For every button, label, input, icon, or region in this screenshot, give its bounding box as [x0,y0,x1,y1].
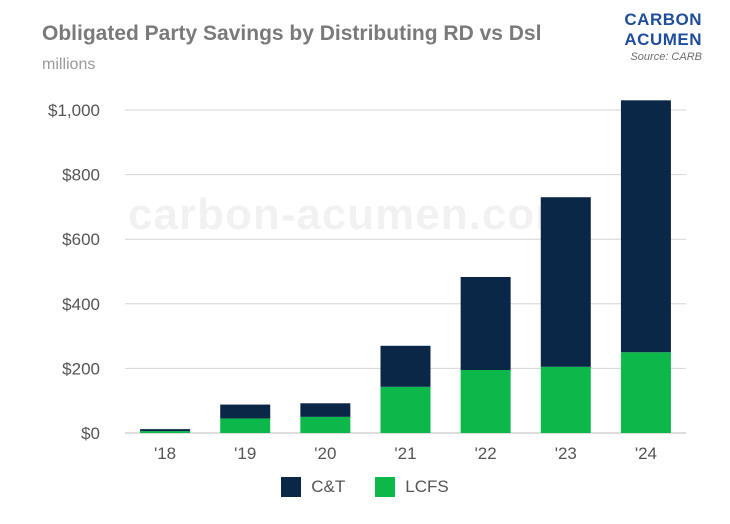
y-tick-label: $200 [62,359,100,378]
x-tick-label: '23 [555,444,577,463]
bar-ct [460,276,511,371]
legend-swatch-lcfs [375,477,396,497]
bar-lcfs [140,431,191,433]
legend: C&T LCFS [0,477,730,497]
brand-line-1: CARBON [624,10,702,29]
bar-ct [540,197,591,367]
x-tick-label: '24 [635,444,657,463]
bar-lcfs [220,418,271,433]
chart-title: Obligated Party Savings by Distributing … [42,22,542,45]
bar-lcfs [460,370,511,433]
x-tick-label: '22 [475,444,497,463]
brand-line-2: ACUMEN [624,30,702,49]
legend-label-ct: C&T [311,477,346,496]
source-note: Source: CARB [630,51,702,63]
bar-lcfs [300,416,351,433]
bar-lcfs [620,352,671,433]
bar-lcfs [540,366,591,433]
y-tick-label: $0 [81,424,100,443]
chart-subtitle: millions [42,56,96,73]
x-tick-label: '18 [154,444,176,463]
x-tick-label: '21 [394,444,416,463]
bar-ct [300,403,351,417]
legend-swatch-ct [281,477,302,497]
y-tick-label: $1,000 [48,101,100,120]
bar-ct [140,429,191,432]
legend-label-lcfs: LCFS [405,477,449,496]
brand-logo: CARBON ACUMEN Source: CARB [624,10,702,63]
x-tick-label: '19 [234,444,256,463]
bar-lcfs [380,386,431,433]
bar-chart: $0 $200 $400 $600 $800 $1,000 '18 '19 '20 '21 '22 '… [48,100,686,463]
x-tick-label: '20 [314,444,336,463]
bar-ct [620,100,671,353]
bar-ct [220,404,271,419]
legend-item-lcfs: LCFS [375,477,449,497]
bar-ct [380,345,431,387]
watermark: carbon-acumen.com [128,190,576,239]
y-tick-label: $800 [62,166,100,185]
legend-item-ct: C&T [281,477,345,497]
y-tick-label: $400 [62,295,100,314]
y-tick-label: $600 [62,230,100,249]
